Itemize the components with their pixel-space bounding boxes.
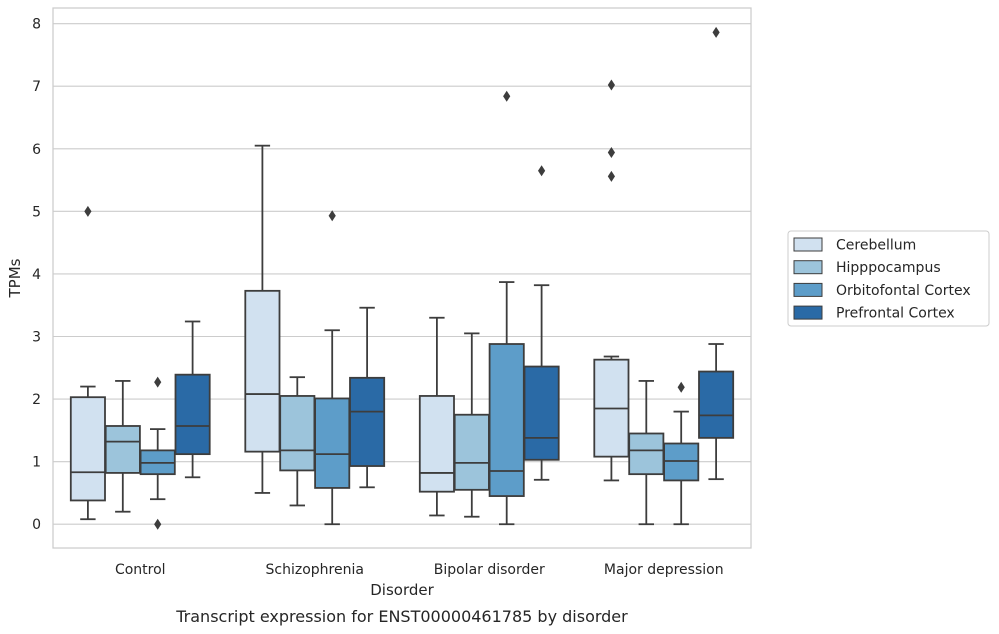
box-iqr [418, 395, 455, 493]
y-tick-label: 1 [32, 455, 41, 471]
outlier-point [607, 170, 615, 182]
box-iqr [279, 395, 316, 472]
box-1-2 [453, 332, 490, 518]
legend: Cerebellum Hipppocampus Orbitofontal Corte… [787, 230, 990, 327]
y-axis-label: TPMs [6, 258, 24, 298]
y-tick-label: 4 [32, 267, 41, 283]
y-tick-label: 3 [32, 330, 41, 346]
x-tick-label: Schizophrenia [266, 562, 364, 578]
box-1-0 [104, 380, 141, 513]
y-tick-label: 5 [32, 204, 41, 220]
box-iqr [488, 343, 525, 497]
x-tick-label: Bipolar disorder [434, 562, 545, 578]
legend-swatch [793, 237, 823, 252]
y-tick-label: 7 [32, 79, 41, 95]
y-tick-label: 2 [32, 392, 41, 408]
outlier-point [607, 79, 615, 91]
box-iqr [663, 442, 700, 482]
box-0-0 [69, 205, 106, 521]
box-iqr [244, 289, 281, 453]
legend-label: Prefrontal Cortex [836, 306, 955, 322]
box-2-3 [663, 381, 700, 526]
x-axis-ticks: Control Schizophrenia Bipolar disorder Majo… [115, 562, 724, 578]
legend-label: Hipppocampus [836, 260, 941, 276]
y-tick-label: 8 [32, 17, 41, 33]
x-axis-label: Disorder [370, 581, 434, 599]
box-3-1 [349, 306, 386, 489]
box-2-2 [488, 90, 525, 526]
outlier-point [154, 376, 162, 388]
outlier-point [328, 210, 336, 222]
outlier-point [538, 165, 546, 177]
box-0-3 [593, 79, 630, 482]
box-iqr [314, 397, 351, 489]
outlier-point [607, 147, 615, 159]
box-iqr [174, 373, 211, 456]
legend-swatch [793, 282, 823, 297]
box-1-1 [279, 376, 316, 507]
chart-title: Transcript expression for ENST0000046178… [175, 607, 628, 626]
box-series-group [69, 26, 735, 530]
box-iqr [523, 365, 560, 461]
legend-frame [787, 230, 990, 327]
box-3-3 [698, 26, 735, 481]
box-iqr [69, 396, 106, 502]
box-iqr [349, 376, 386, 467]
y-axis-ticks: 0 1 2 3 4 5 6 7 8 [32, 17, 41, 534]
y-tick-label: 6 [32, 142, 41, 158]
legend-swatch [793, 305, 823, 320]
outlier-point [503, 90, 511, 102]
outlier-point [154, 518, 162, 530]
outlier-point [677, 381, 685, 393]
y-tick-label: 0 [32, 517, 41, 533]
box-1-3 [628, 380, 665, 526]
legend-swatch [793, 260, 823, 275]
x-tick-label: Major depression [604, 562, 724, 578]
box-iqr [453, 413, 490, 491]
box-3-2 [523, 165, 560, 481]
x-tick-label: Control [115, 562, 166, 578]
box-iqr [698, 370, 735, 439]
legend-label: Cerebellum [836, 238, 916, 254]
legend-label: Orbitofontal Cortex [836, 283, 971, 299]
outlier-point [712, 26, 720, 38]
box-iqr [628, 432, 665, 476]
outlier-point [84, 205, 92, 217]
box-0-1 [244, 144, 281, 494]
box-3-0 [174, 320, 211, 479]
box-iqr [104, 425, 141, 474]
box-2-0 [139, 376, 176, 530]
box-2-1 [314, 210, 351, 526]
